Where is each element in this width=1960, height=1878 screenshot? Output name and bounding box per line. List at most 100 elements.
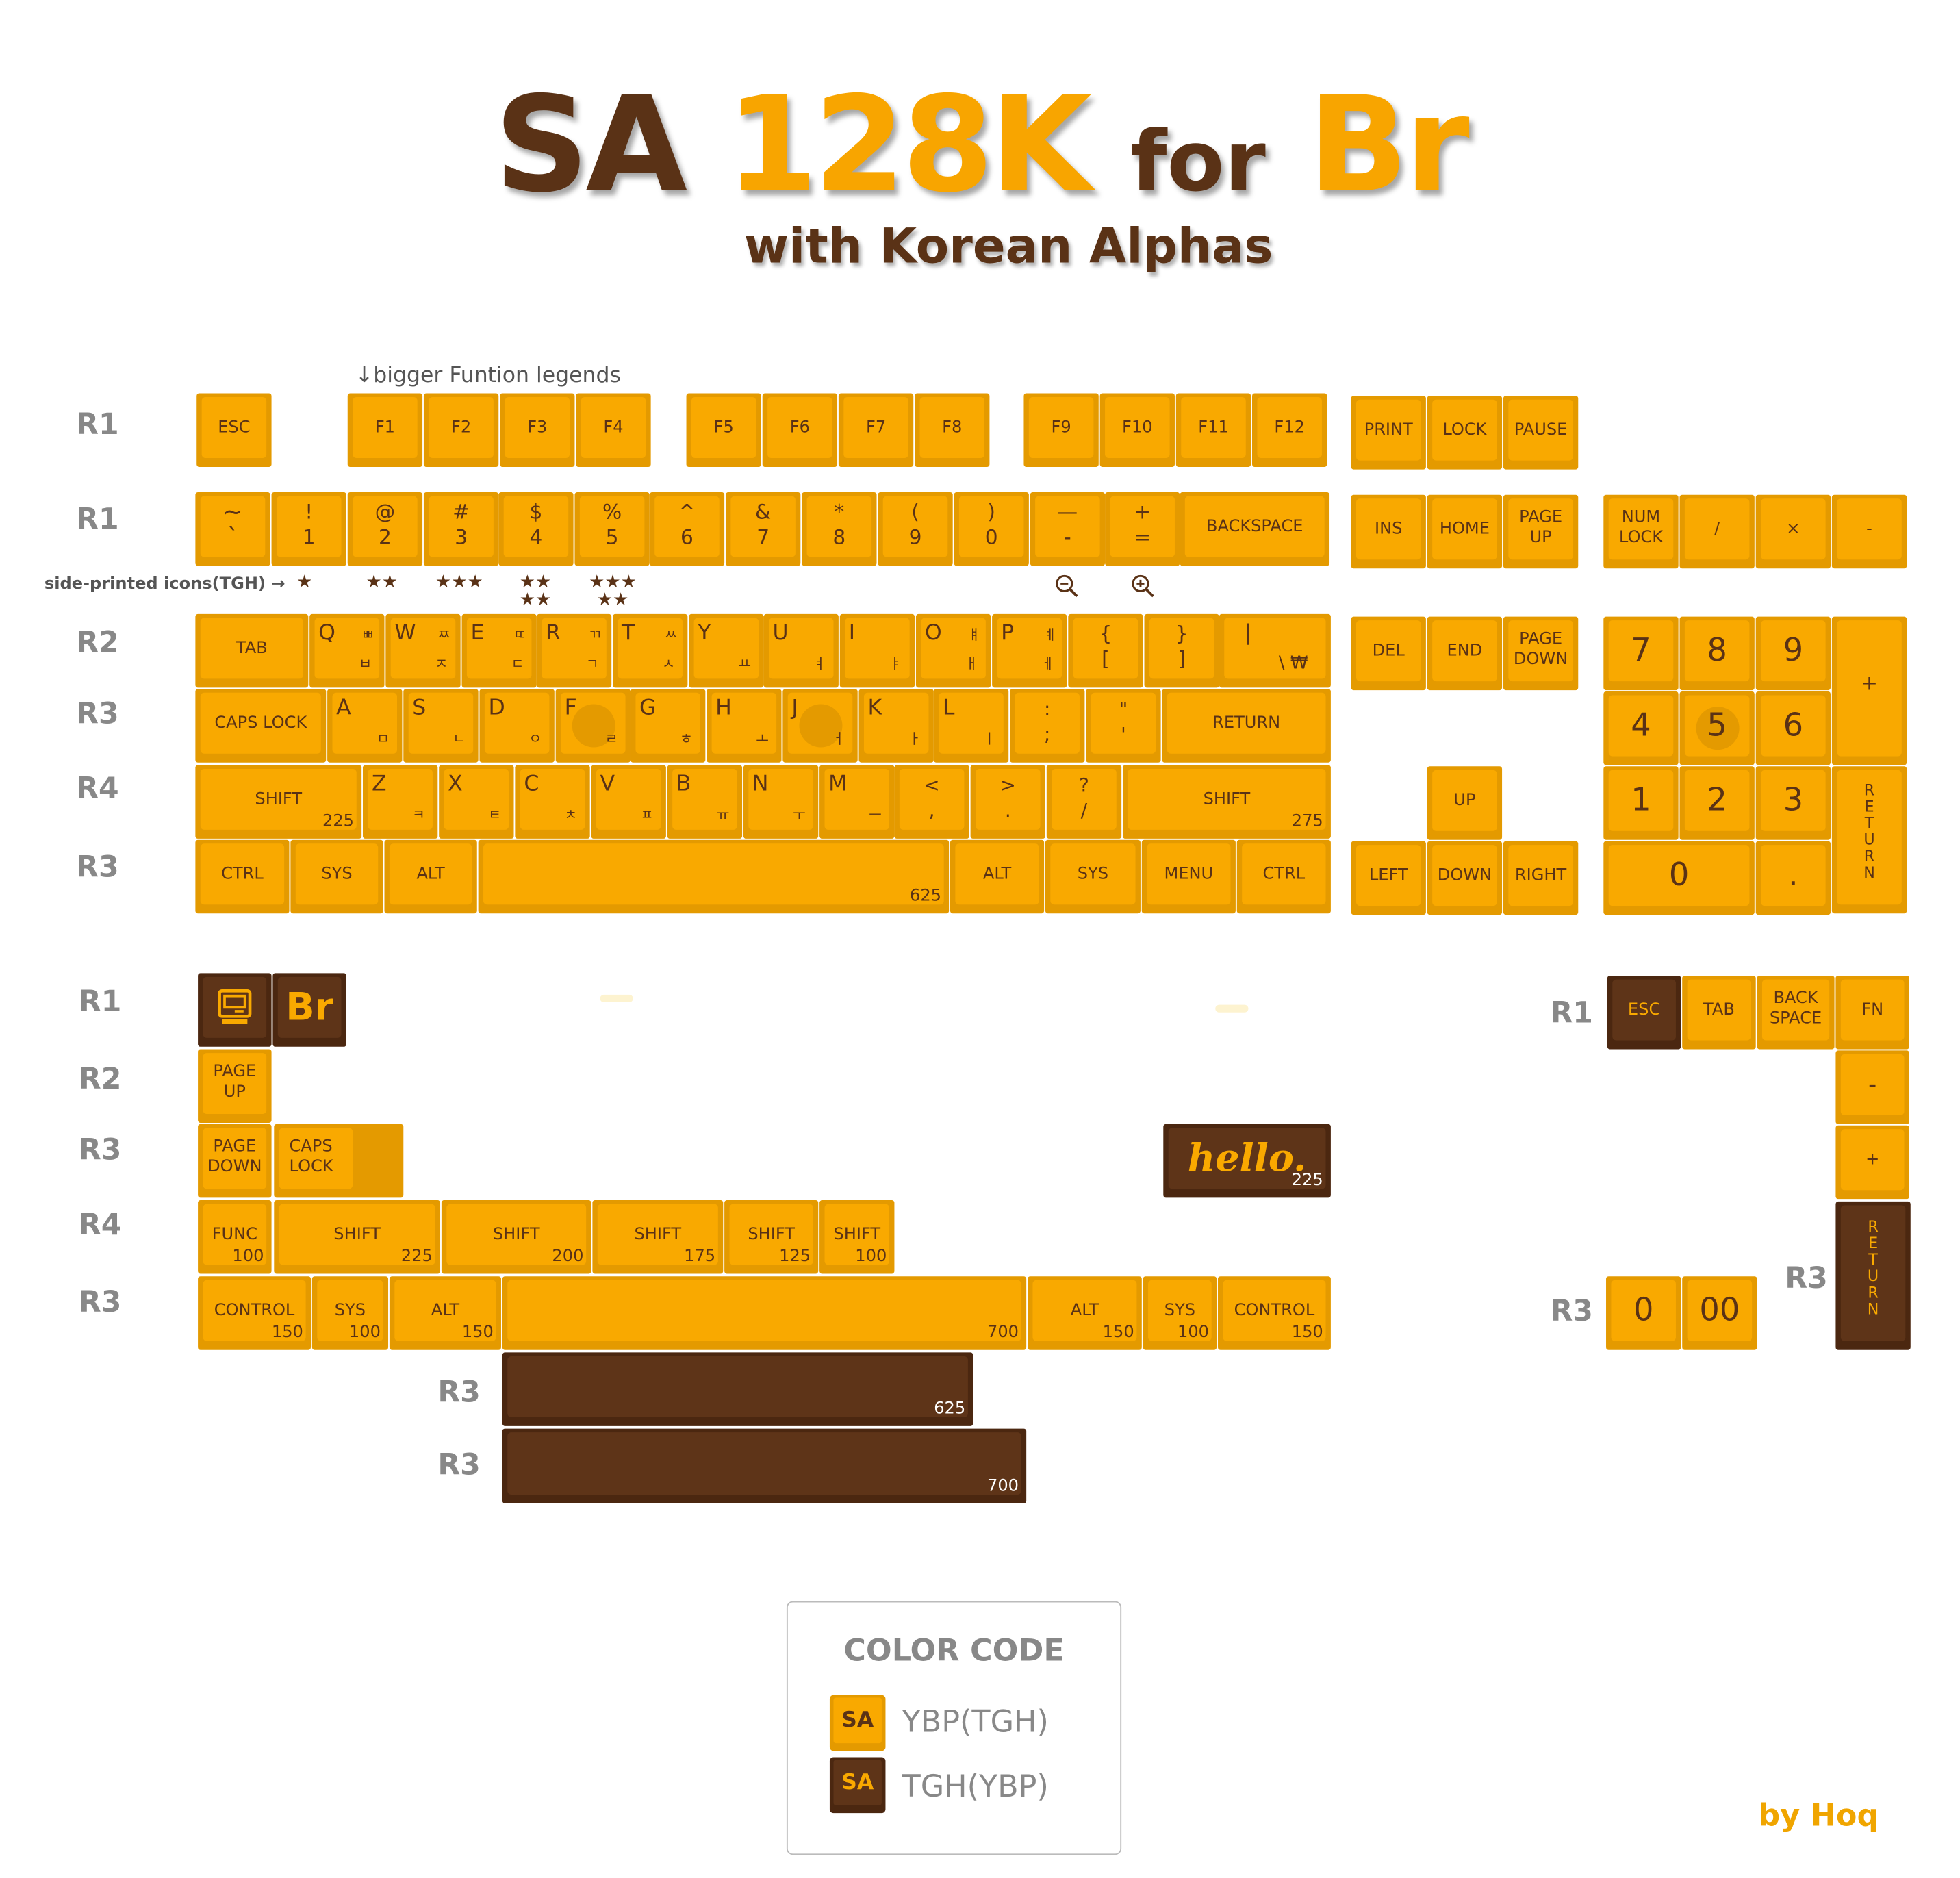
- key-num6: 6: [1755, 691, 1831, 765]
- legend: CTRL: [1262, 865, 1306, 885]
- row-label: R1: [76, 408, 119, 442]
- hangul-legend: ㅁ: [377, 731, 390, 748]
- hangul-legend: ㅣ: [982, 731, 996, 748]
- key-control2-150: CONTROL 150: [1217, 1276, 1331, 1350]
- size-label: 625: [909, 887, 942, 906]
- key-f12: F12: [1252, 393, 1327, 467]
- alpha-legend: |: [1244, 620, 1252, 646]
- alpha-legend: J: [791, 695, 798, 721]
- key-num4: 4: [1603, 691, 1679, 765]
- legend: F1: [374, 418, 396, 437]
- legend: LOCK: [1442, 420, 1487, 440]
- legend: < ,: [924, 774, 940, 822]
- legend: TAB: [236, 639, 268, 659]
- row-label: R3: [76, 851, 119, 885]
- legend: LEFT: [1369, 866, 1408, 885]
- row-label: R3: [78, 1286, 122, 1320]
- key-9: ( 9: [878, 492, 953, 566]
- legend: 0: [1668, 856, 1690, 893]
- legend: ^ 6: [678, 499, 696, 550]
- legend: @ 2: [374, 499, 396, 550]
- legend: ( 9: [908, 499, 922, 550]
- homing-dish: [571, 704, 615, 748]
- legend: RIGHT: [1514, 866, 1567, 885]
- key-shift-225: SHIFT 225: [274, 1200, 441, 1274]
- star-icon: ★★★: [435, 572, 483, 593]
- key-num2: 2: [1679, 766, 1755, 840]
- alpha-legend: C: [524, 771, 539, 797]
- key-0: ) 0: [954, 492, 1029, 566]
- legend: : ;: [1044, 697, 1051, 746]
- row-label: R1: [1550, 997, 1593, 1030]
- hangul-legend: ㅑ: [889, 656, 902, 673]
- legend: RETURN: [1212, 713, 1281, 733]
- size-label: 150: [1291, 1323, 1323, 1343]
- legend: > .: [1000, 774, 1016, 822]
- key-extra-num-minus: -: [1835, 1050, 1909, 1124]
- legend: 2: [1707, 781, 1727, 818]
- key-comma: < ,: [894, 765, 969, 839]
- hangul-legend: ㅛ: [738, 656, 752, 673]
- key-f7: F7: [838, 393, 914, 467]
- star-icon: ★★★ ★★: [589, 572, 637, 611]
- key-f4: F4: [576, 393, 651, 467]
- key-extra-pgup: PAGE UP: [198, 1049, 272, 1123]
- hangul-legend: ㅅ: [662, 656, 675, 673]
- hangul-legend: ㅓ: [832, 731, 845, 748]
- alpha-legend: S: [412, 695, 427, 721]
- legend: SHIFT: [833, 1225, 881, 1245]
- swatch-label: SA: [833, 1760, 882, 1805]
- legend: FN: [1861, 1000, 1884, 1020]
- legend: CTRL: [221, 865, 264, 885]
- legend: PAGE UP: [213, 1062, 257, 1102]
- legend: .: [1787, 856, 1798, 893]
- key-num7: 7: [1603, 616, 1679, 691]
- hangul-legend: ㅐ: [965, 656, 978, 673]
- legend: PAGE DOWN: [207, 1137, 262, 1177]
- hangul-shift: ㄸ: [513, 626, 527, 644]
- key-period: > .: [970, 765, 1045, 839]
- legend: R E T U R N: [1867, 1217, 1879, 1317]
- key-control-150: CONTROL 150: [198, 1276, 311, 1350]
- hangul-legend: ㅇ: [529, 731, 542, 748]
- legend: 6: [1783, 706, 1804, 744]
- legend: PRINT: [1364, 420, 1413, 440]
- key-5: % 5: [574, 492, 650, 566]
- swatch-ybp: SA: [829, 1695, 886, 1751]
- legend: " ': [1119, 697, 1128, 746]
- legend: & 7: [755, 499, 772, 550]
- star-icon: ★★: [366, 572, 398, 593]
- legend: ~ `: [222, 498, 243, 552]
- key-alt-150: ALT 150: [389, 1276, 501, 1350]
- size-label: 700: [987, 1323, 1019, 1343]
- legend: BACKSPACE: [1206, 517, 1303, 537]
- key-6: ^ 6: [649, 492, 725, 566]
- legend: F4: [603, 418, 624, 437]
- legend: F7: [865, 418, 887, 437]
- key-left: LEFT: [1351, 841, 1426, 915]
- key-extra-tab: TAB: [1682, 976, 1756, 1050]
- title-128k: 128K: [726, 67, 1092, 223]
- key-quote: " ': [1086, 689, 1161, 763]
- key-space-700-dark: 700: [502, 1428, 1027, 1503]
- legend: SHIFT: [333, 1225, 381, 1245]
- key-pgup: PAGE UP: [1503, 494, 1579, 569]
- alpha-legend: O: [924, 620, 942, 646]
- legend: — -: [1057, 499, 1078, 550]
- key-f1: F1: [347, 393, 423, 467]
- key-extra-num-plus: +: [1835, 1125, 1909, 1200]
- hangul-legend: ㅏ: [908, 731, 921, 748]
- alpha-legend: D: [488, 695, 505, 721]
- legend: ALT: [416, 865, 445, 885]
- key-esc: ESC: [196, 393, 272, 467]
